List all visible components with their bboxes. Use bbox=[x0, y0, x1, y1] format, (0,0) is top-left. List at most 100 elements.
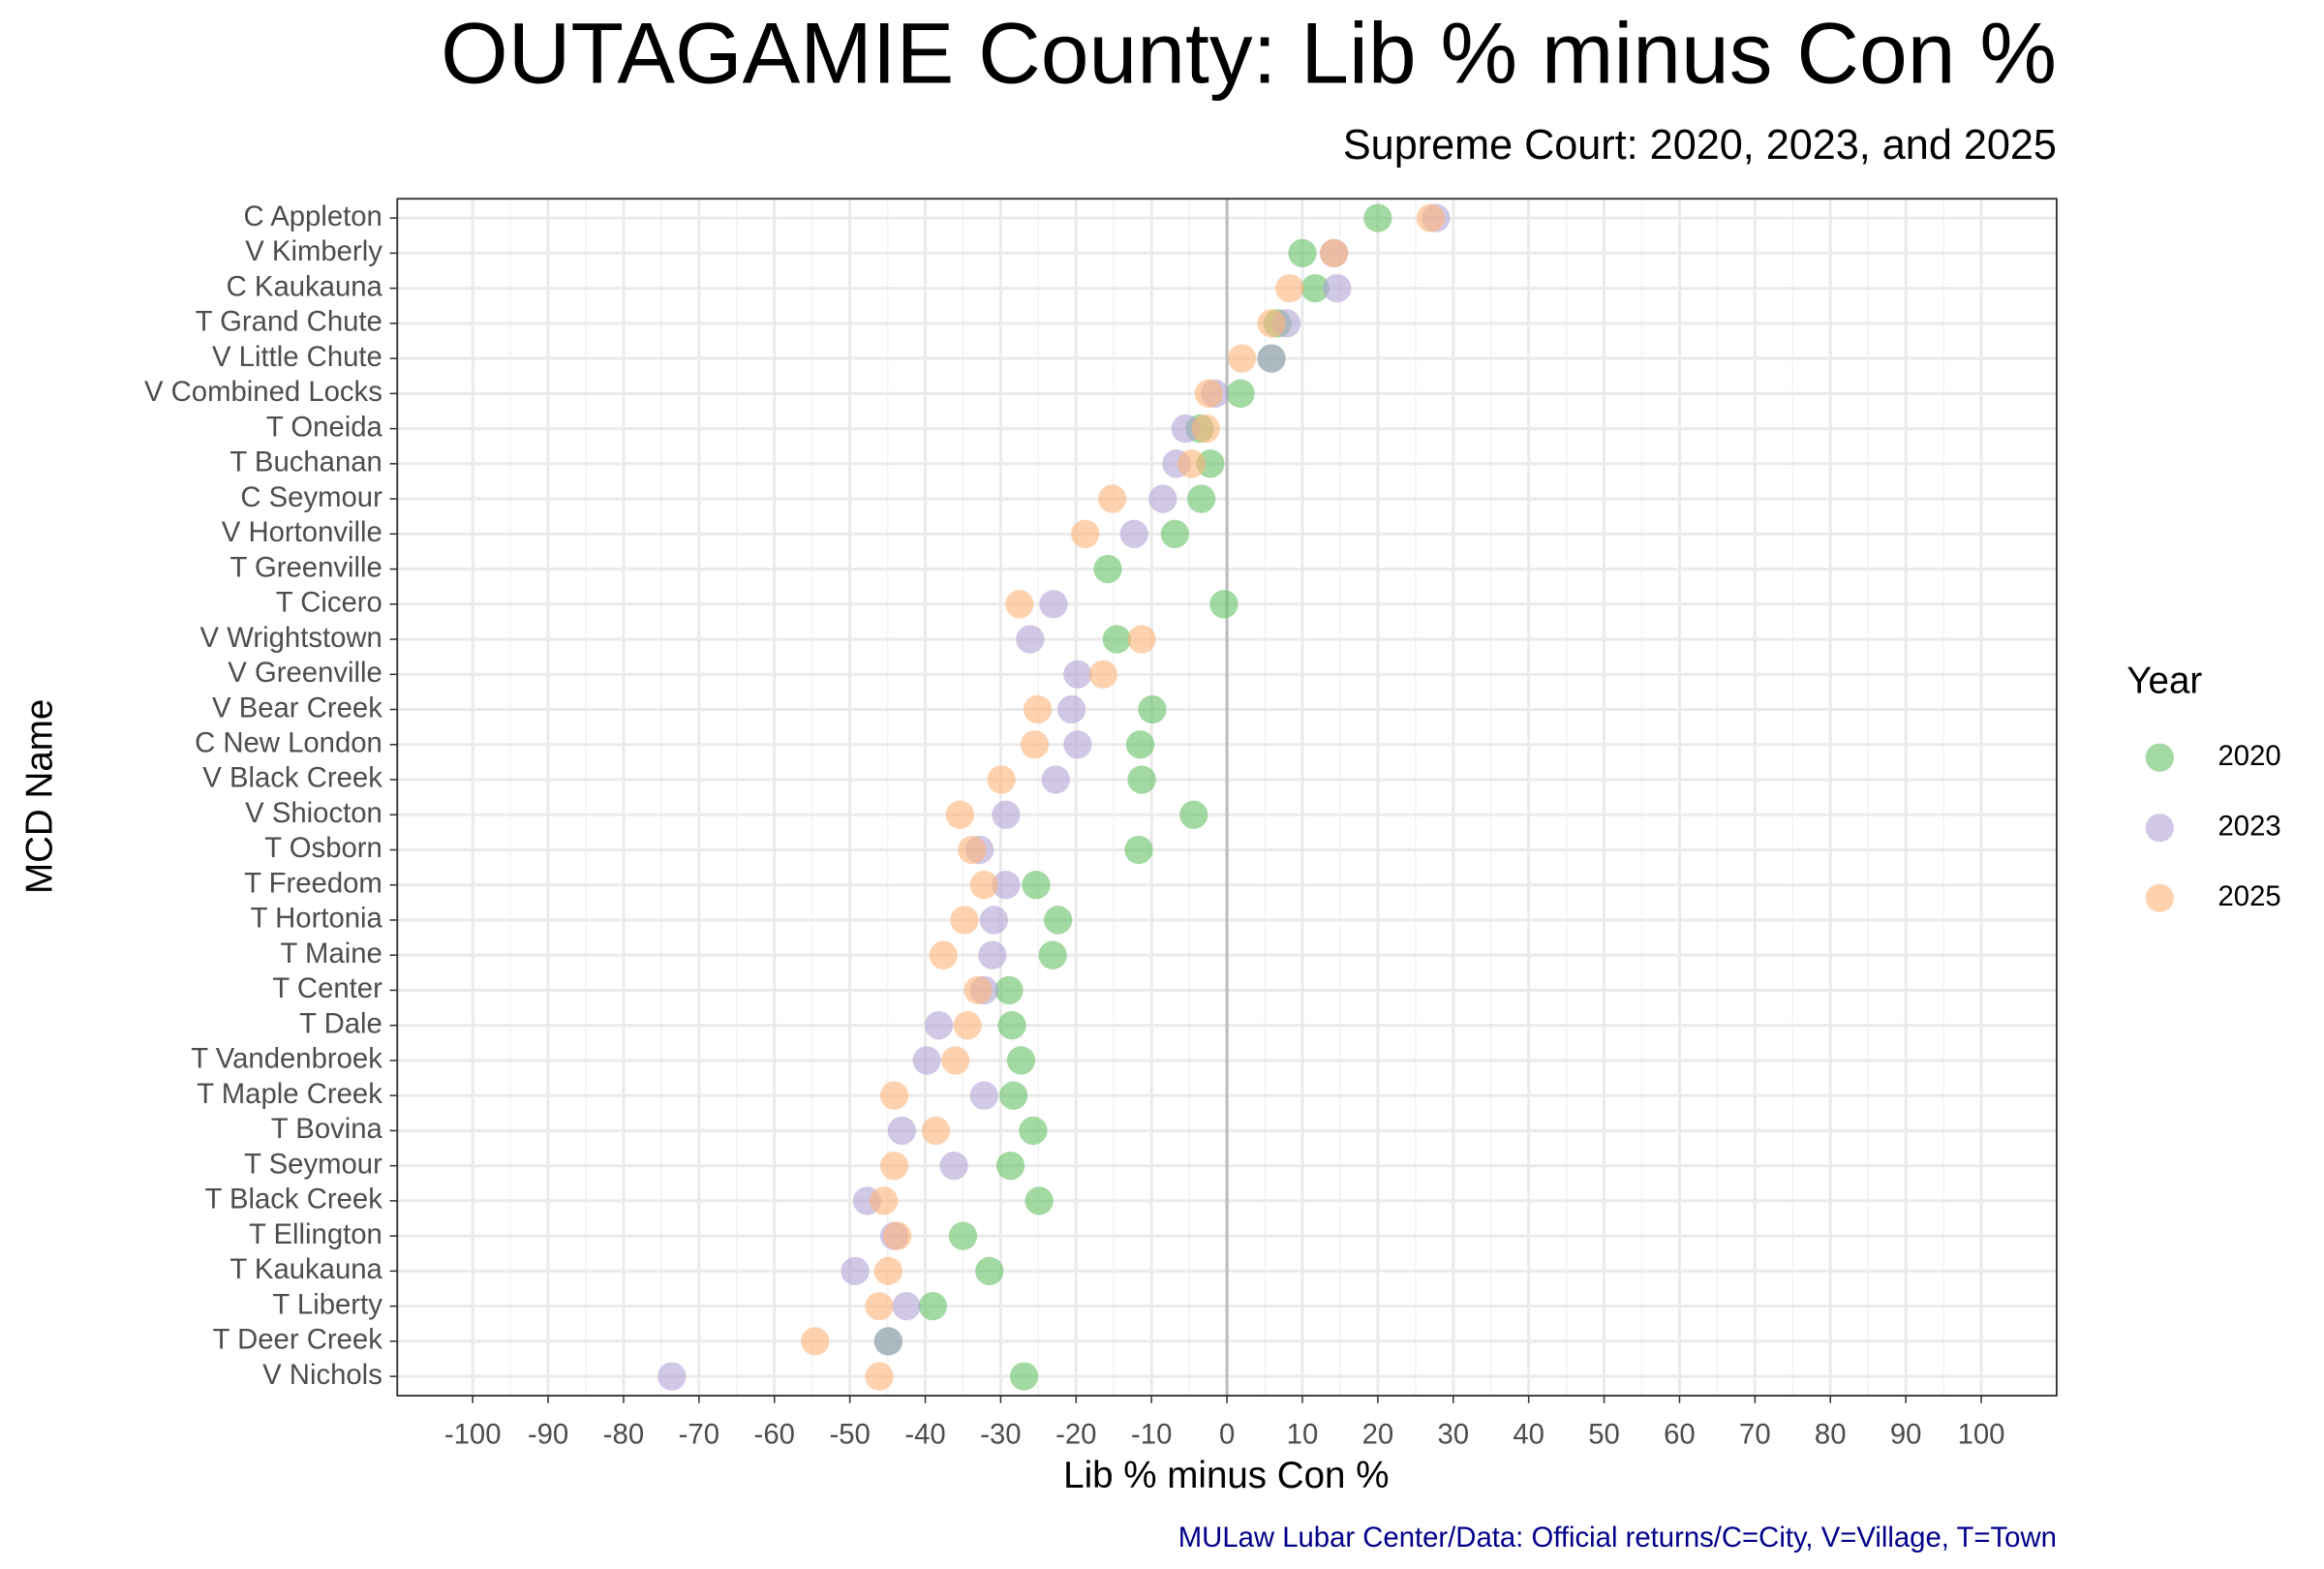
y-tick-label: T Black Creek bbox=[204, 1184, 382, 1215]
dot bbox=[958, 835, 987, 865]
y-tick-label: C Kaukauna bbox=[227, 270, 383, 302]
x-tick-label: 40 bbox=[1513, 1418, 1544, 1450]
dot bbox=[978, 940, 1007, 969]
y-tick-label: V Combined Locks bbox=[144, 376, 382, 408]
x-tick-label: 50 bbox=[1588, 1418, 1620, 1450]
dot bbox=[1063, 730, 1092, 759]
dot bbox=[1041, 765, 1070, 794]
legend-swatch bbox=[2145, 883, 2174, 912]
dot bbox=[994, 975, 1024, 1005]
x-tick-label: -20 bbox=[1055, 1418, 1096, 1450]
y-tick-label: T Hortonia bbox=[251, 903, 383, 935]
dot bbox=[879, 1081, 909, 1110]
y-tick-label: T Maine bbox=[281, 938, 382, 969]
y-tick-label: V Bear Creek bbox=[212, 692, 382, 723]
dot bbox=[1257, 309, 1286, 338]
y-tick-label: T Maple Creek bbox=[197, 1078, 382, 1110]
dot bbox=[1194, 379, 1224, 408]
dot bbox=[1006, 1046, 1036, 1075]
y-tick-label: V Black Creek bbox=[202, 762, 382, 794]
x-tick-label: -40 bbox=[904, 1418, 945, 1450]
y-tick-label: T Cicero bbox=[276, 587, 382, 619]
dot bbox=[1171, 414, 1200, 444]
y-tick-label: T Grand Chute bbox=[196, 306, 382, 338]
dot bbox=[1323, 273, 1352, 303]
dot bbox=[879, 1151, 909, 1181]
dot bbox=[1363, 203, 1392, 232]
y-tick-label: V Hortonville bbox=[222, 516, 382, 548]
dot bbox=[1186, 484, 1216, 513]
x-tick-label: 30 bbox=[1437, 1418, 1469, 1450]
y-tick-label: C Appleton bbox=[244, 200, 382, 232]
dot bbox=[979, 906, 1009, 935]
dot bbox=[1177, 449, 1207, 478]
y-tick-label: V Shiocton bbox=[245, 797, 382, 829]
x-tick-label: -60 bbox=[754, 1418, 795, 1450]
dot bbox=[987, 765, 1016, 794]
dot bbox=[841, 1256, 870, 1286]
y-tick-label: T Deer Creek bbox=[213, 1324, 383, 1356]
dot bbox=[1124, 835, 1153, 865]
dot bbox=[953, 1011, 982, 1040]
y-tick-label: T Ellington bbox=[249, 1218, 382, 1250]
x-tick-label: 100 bbox=[1958, 1418, 2005, 1450]
dot bbox=[1416, 203, 1446, 232]
x-tick-label: -10 bbox=[1131, 1418, 1172, 1450]
dot bbox=[657, 1362, 687, 1391]
dot bbox=[1023, 694, 1053, 724]
dot bbox=[1039, 590, 1068, 619]
dot bbox=[1038, 940, 1067, 969]
dot bbox=[1127, 765, 1156, 794]
dot bbox=[1009, 1362, 1039, 1391]
y-tick-label: C New London bbox=[195, 726, 382, 758]
dot bbox=[873, 1256, 903, 1286]
dot bbox=[873, 1327, 903, 1356]
dot bbox=[1102, 625, 1132, 654]
dot bbox=[929, 940, 958, 969]
dot bbox=[1016, 625, 1045, 654]
dot bbox=[1228, 344, 1257, 373]
y-tick-label: V Greenville bbox=[228, 657, 382, 689]
x-tick-label: -50 bbox=[829, 1418, 870, 1450]
x-axis-title: Lib % minus Con % bbox=[1063, 1455, 1389, 1496]
dot bbox=[1209, 590, 1238, 619]
dot bbox=[992, 800, 1021, 829]
x-tick-label: 20 bbox=[1362, 1418, 1394, 1450]
x-tick-label: -30 bbox=[980, 1418, 1021, 1450]
dot bbox=[865, 1291, 894, 1321]
dot bbox=[912, 1046, 941, 1075]
dot bbox=[1191, 414, 1220, 444]
dot bbox=[995, 1151, 1025, 1181]
dot bbox=[1138, 694, 1167, 724]
dot bbox=[941, 1046, 970, 1075]
dot bbox=[1024, 1186, 1054, 1215]
y-tick-label: T Center bbox=[272, 972, 382, 1004]
legend-label: 2020 bbox=[2217, 740, 2280, 772]
panel-border bbox=[396, 198, 2058, 1397]
caption: MULaw Lubar Center/Data: Official return… bbox=[1178, 1522, 2057, 1554]
y-tick-label: T Dale bbox=[299, 1007, 382, 1039]
y-tick-label: T Buchanan bbox=[229, 446, 382, 478]
dot bbox=[1300, 273, 1330, 303]
y-tick-label: T Osborn bbox=[264, 832, 382, 864]
dot bbox=[1226, 379, 1255, 408]
dot bbox=[1127, 625, 1156, 654]
y-tick-label: T Freedom bbox=[244, 867, 382, 899]
dot bbox=[1288, 238, 1317, 268]
y-tick-label: T Bovina bbox=[271, 1113, 383, 1145]
y-tick-label: V Nichols bbox=[262, 1359, 382, 1391]
dot bbox=[870, 1186, 899, 1215]
dot bbox=[939, 1151, 968, 1181]
dot bbox=[969, 871, 998, 900]
dot bbox=[975, 1256, 1004, 1286]
legend-swatch bbox=[2145, 814, 2174, 843]
x-tick-label: 90 bbox=[1890, 1418, 1922, 1450]
dot bbox=[1119, 519, 1148, 548]
y-tick-label: T Vandenbroek bbox=[191, 1043, 382, 1075]
dot bbox=[1098, 484, 1127, 513]
dot bbox=[963, 975, 993, 1005]
dot bbox=[1020, 730, 1050, 759]
x-tick-label: -70 bbox=[679, 1418, 719, 1450]
dot bbox=[865, 1362, 894, 1391]
